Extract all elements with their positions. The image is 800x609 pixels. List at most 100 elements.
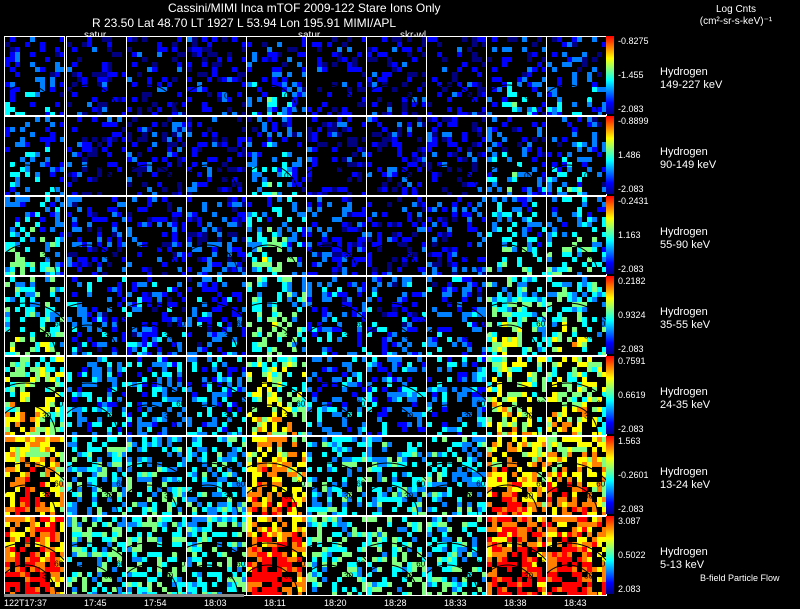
pixel bbox=[387, 262, 392, 267]
pixel bbox=[557, 312, 562, 317]
pixel bbox=[117, 242, 122, 247]
pixel bbox=[237, 117, 242, 122]
pixel bbox=[602, 457, 606, 462]
pixel bbox=[447, 462, 452, 467]
pixel bbox=[577, 297, 582, 302]
pixel bbox=[262, 422, 267, 427]
pixel bbox=[452, 267, 457, 272]
pixel bbox=[147, 342, 152, 347]
pixel bbox=[312, 392, 317, 397]
pixel bbox=[35, 362, 40, 367]
pixel bbox=[497, 297, 502, 302]
pixel bbox=[282, 237, 287, 242]
pixel bbox=[357, 407, 362, 412]
pixel bbox=[132, 142, 137, 147]
contour-line bbox=[247, 484, 299, 515]
pixel bbox=[402, 157, 407, 162]
pixel bbox=[592, 142, 597, 147]
units-line-2: (cm²-sr-s-keV)⁻¹ bbox=[699, 16, 773, 27]
pixel bbox=[522, 147, 527, 152]
pixel bbox=[277, 82, 282, 87]
pixel bbox=[262, 127, 267, 132]
pixel bbox=[222, 332, 227, 337]
pixel bbox=[332, 512, 337, 515]
pixel bbox=[30, 452, 35, 457]
pixel bbox=[467, 322, 472, 327]
pixel bbox=[547, 377, 552, 382]
pixel bbox=[552, 227, 557, 232]
pixel bbox=[157, 222, 162, 227]
pixel bbox=[562, 427, 567, 432]
pixel bbox=[297, 297, 302, 302]
pixel bbox=[592, 227, 597, 232]
pixel bbox=[322, 347, 327, 352]
pixel bbox=[60, 542, 64, 547]
pixel bbox=[527, 442, 532, 447]
pixel bbox=[307, 422, 312, 427]
pixel bbox=[437, 347, 442, 352]
pixel bbox=[462, 297, 467, 302]
pixel bbox=[557, 187, 562, 192]
pixel bbox=[72, 437, 77, 442]
pixel bbox=[432, 142, 437, 147]
pixel bbox=[412, 412, 417, 417]
pixel bbox=[272, 422, 277, 427]
pixel bbox=[412, 482, 417, 487]
contour-label: 60 bbox=[236, 479, 245, 488]
pixel bbox=[317, 502, 322, 507]
pixel bbox=[582, 57, 587, 62]
pixel bbox=[577, 437, 582, 442]
pixel bbox=[582, 377, 587, 382]
pixel bbox=[552, 467, 557, 472]
pixel bbox=[552, 332, 557, 337]
pixel bbox=[277, 442, 282, 447]
pixel bbox=[50, 122, 55, 127]
pixel bbox=[517, 332, 522, 337]
pixel bbox=[497, 347, 502, 352]
pixel bbox=[367, 202, 372, 207]
pixel bbox=[137, 372, 142, 377]
pixel bbox=[357, 467, 362, 472]
pixel bbox=[452, 442, 457, 447]
pixel bbox=[137, 432, 142, 435]
pixel bbox=[55, 312, 60, 317]
pixel bbox=[347, 382, 352, 387]
image-panel: 0 bbox=[66, 36, 127, 116]
pixel bbox=[142, 297, 147, 302]
pixel bbox=[20, 282, 25, 287]
pixel bbox=[427, 227, 432, 232]
pixel bbox=[417, 122, 422, 127]
pixel bbox=[582, 407, 587, 412]
pixel bbox=[477, 482, 482, 487]
pixel bbox=[107, 72, 112, 77]
pixel bbox=[20, 532, 25, 537]
pixel bbox=[25, 462, 30, 467]
pixel bbox=[482, 502, 486, 507]
contour-line bbox=[487, 84, 539, 115]
pixel bbox=[342, 302, 347, 307]
pixel bbox=[82, 257, 87, 262]
pixel bbox=[577, 417, 582, 422]
pixel bbox=[457, 497, 462, 502]
pixel bbox=[387, 267, 392, 272]
pixel bbox=[257, 442, 262, 447]
pixel bbox=[50, 487, 55, 492]
pixel bbox=[527, 72, 532, 77]
pixel bbox=[327, 337, 332, 342]
pixel bbox=[462, 337, 467, 342]
pixel bbox=[372, 457, 377, 462]
pixel bbox=[407, 322, 412, 327]
pixel bbox=[522, 307, 527, 312]
pixel bbox=[272, 487, 277, 492]
pixel bbox=[257, 357, 262, 362]
pixel bbox=[502, 102, 507, 107]
pixel bbox=[92, 47, 97, 52]
pixel bbox=[482, 377, 486, 382]
pixel bbox=[252, 172, 257, 177]
pixel bbox=[112, 52, 117, 57]
pixel bbox=[362, 162, 366, 167]
pixel bbox=[437, 432, 442, 435]
pixel bbox=[302, 382, 306, 387]
pixel bbox=[55, 437, 60, 442]
pixel bbox=[212, 402, 217, 407]
